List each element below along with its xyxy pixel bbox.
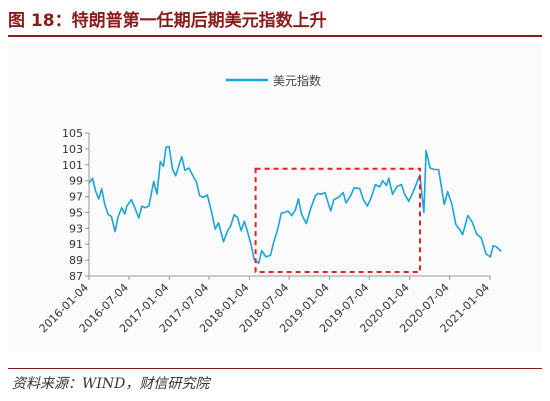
source-note: 资料来源：WIND，财信研究院 bbox=[12, 376, 210, 392]
x-axis: 2016-01-042016-07-042017-01-042017-07-04… bbox=[37, 275, 492, 335]
y-tick-label: 93 bbox=[69, 222, 83, 235]
source-rule bbox=[8, 368, 542, 369]
y-tick-label: 89 bbox=[69, 254, 83, 267]
legend: 美元指数 bbox=[226, 73, 321, 88]
plot-area bbox=[8, 42, 542, 352]
title-rule bbox=[8, 35, 542, 37]
series-line bbox=[88, 145, 502, 265]
y-tick-label: 87 bbox=[69, 270, 83, 283]
series-lines bbox=[88, 145, 502, 265]
y-tick-label: 91 bbox=[69, 238, 83, 251]
y-tick-label: 105 bbox=[62, 127, 83, 140]
y-tick-label: 95 bbox=[69, 206, 83, 219]
y-tick-label: 99 bbox=[69, 175, 83, 188]
legend-label: 美元指数 bbox=[273, 73, 321, 88]
highlight-box bbox=[254, 167, 421, 274]
y-tick-label: 103 bbox=[62, 143, 83, 156]
y-axis: 87 89 91 93 95 97 99 101 103 105 bbox=[62, 127, 90, 283]
y-tick-label: 97 bbox=[69, 191, 83, 204]
figure-title: 图 18：特朗普第一任期后期美元指数上升 bbox=[8, 11, 327, 31]
y-tick-label: 101 bbox=[62, 159, 83, 172]
